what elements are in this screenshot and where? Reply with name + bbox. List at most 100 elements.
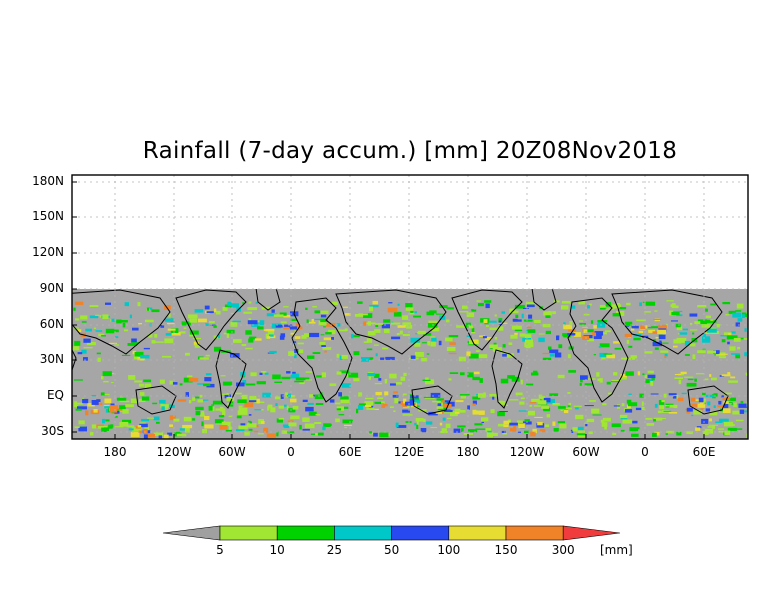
precip-cell	[473, 371, 480, 375]
precip-cell	[205, 323, 209, 326]
precip-cell	[519, 401, 525, 405]
precip-cell	[372, 300, 378, 305]
precip-cell	[74, 379, 83, 381]
precip-cell	[693, 410, 702, 415]
precip-hotspot-cell	[658, 324, 668, 329]
precip-cell	[473, 396, 480, 400]
precip-cell	[311, 319, 314, 322]
precip-cell	[369, 304, 379, 308]
precip-hotspot-cell	[290, 326, 297, 330]
precip-cell	[275, 403, 278, 406]
precip-cell	[244, 431, 250, 436]
precip-cell	[689, 343, 696, 347]
precip-cell	[203, 383, 211, 387]
precip-cell	[81, 321, 87, 323]
precip-cell	[418, 409, 427, 412]
y-tick-label: 90N	[39, 281, 64, 295]
precip-cell	[675, 323, 681, 328]
precip-cell	[629, 420, 638, 424]
precip-cell	[548, 346, 552, 350]
precip-cell	[248, 414, 252, 416]
precip-hotspot-cell	[409, 399, 415, 403]
precip-cell	[220, 375, 226, 377]
precip-cell	[188, 377, 199, 382]
precip-cell	[705, 394, 715, 398]
precip-cell	[405, 303, 413, 308]
precip-cell	[578, 426, 584, 431]
precip-cell	[202, 429, 207, 434]
precip-hotspot-cell	[691, 403, 696, 407]
precip-cell	[361, 357, 369, 362]
precip-cell	[329, 383, 337, 387]
precip-cell	[525, 339, 533, 343]
precip-cell	[394, 398, 399, 404]
precip-cell	[498, 318, 503, 323]
precip-cell	[209, 321, 215, 324]
precip-cell	[192, 397, 196, 401]
precip-hotspot-cell	[143, 428, 148, 433]
precip-cell	[572, 427, 578, 432]
precip-cell	[709, 374, 712, 377]
precip-cell	[588, 431, 593, 435]
precip-cell	[393, 410, 396, 412]
precip-cell	[259, 372, 263, 375]
precip-cell	[485, 337, 492, 341]
precip-hotspot-cell	[82, 398, 89, 404]
precip-cell	[448, 378, 452, 381]
precip-hotspot-cell	[583, 329, 588, 333]
precip-hotspot-cell	[472, 403, 476, 406]
precip-cell	[625, 371, 634, 376]
precip-cell	[684, 340, 690, 346]
precip-cell	[195, 406, 204, 411]
precip-hotspot-cell	[130, 432, 140, 437]
precip-cell	[426, 311, 435, 316]
precip-cell	[132, 350, 137, 355]
precip-cell	[552, 421, 556, 426]
precip-hotspot-cell	[518, 423, 525, 429]
continent-outline	[531, 289, 557, 311]
precip-cell	[219, 425, 228, 430]
precip-cell	[204, 416, 210, 421]
precip-cell	[100, 392, 105, 396]
precip-cell	[718, 356, 726, 359]
precip-cell	[671, 311, 680, 316]
precip-hotspot-cell	[436, 411, 442, 414]
precip-cell	[521, 313, 524, 319]
precip-cell	[383, 319, 391, 323]
precip-cell	[241, 394, 248, 400]
precip-cell	[560, 409, 563, 411]
precip-cell	[185, 392, 189, 397]
precip-cell	[552, 403, 560, 406]
precip-cell	[278, 405, 284, 409]
precip-cell	[597, 378, 600, 382]
precip-cell	[726, 335, 730, 340]
x-tick-label: 180	[456, 445, 480, 459]
precip-cell	[267, 404, 273, 409]
precip-cell	[295, 377, 305, 381]
precip-cell	[290, 373, 300, 379]
map-frame	[71, 174, 749, 440]
precip-cell	[728, 380, 738, 383]
precip-cell	[185, 352, 190, 356]
precip-cell	[297, 342, 304, 345]
precip-cell	[194, 309, 204, 313]
x-tick-label: 120W	[156, 445, 192, 459]
precip-cell	[635, 407, 642, 411]
precip-cell	[238, 407, 248, 412]
precip-cell	[722, 302, 731, 305]
precip-cell	[647, 370, 654, 374]
precip-cell	[471, 332, 476, 334]
precip-cell	[422, 379, 431, 381]
precip-cell	[288, 351, 295, 356]
precip-cell	[603, 353, 613, 355]
precip-cell	[575, 414, 584, 420]
precip-cell	[245, 383, 256, 386]
precip-cell	[358, 313, 368, 316]
precip-cell	[318, 320, 327, 326]
precip-cell	[653, 318, 662, 320]
precip-cell	[606, 354, 616, 359]
precip-cell	[729, 346, 736, 351]
continent-outline	[611, 289, 723, 355]
precip-cell	[706, 319, 714, 324]
precip-cell	[710, 303, 717, 306]
